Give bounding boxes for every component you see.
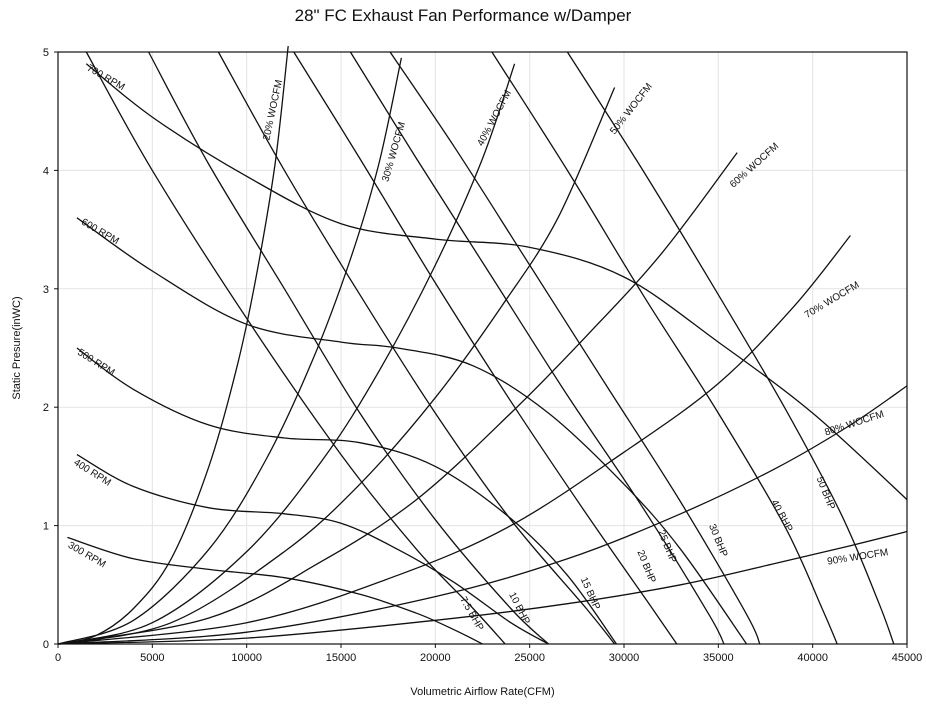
series-line-7-5-bhp xyxy=(85,51,506,645)
x-tick-label: 20000 xyxy=(420,652,451,664)
curve-label-60-wocfm: 60% WOCFM xyxy=(728,141,781,190)
curve-label-30-wocfm: 30% WOCFM xyxy=(380,121,408,183)
x-tick-label: 0 xyxy=(55,652,61,664)
series-line-20-wocfm xyxy=(57,46,289,645)
y-tick-label: 2 xyxy=(43,402,49,414)
x-axis-title: Volumetric Airflow Rate(CFM) xyxy=(410,686,554,698)
x-tick-label: 15000 xyxy=(326,652,357,664)
tick-layer: 0 5000 10000 15000 20000 25000 30000 35000 40000… xyxy=(43,47,922,664)
curve-label-50-wocfm: 50% WOCFM xyxy=(608,81,655,136)
series-line-400-rpm xyxy=(76,454,549,645)
curve-label-40-bhp: 40 BHP xyxy=(769,498,795,534)
series-line-40-bhp xyxy=(491,51,838,645)
y-tick-label: 4 xyxy=(43,165,49,177)
series-line-80-wocfm xyxy=(57,385,908,645)
series-line-50-wocfm xyxy=(57,87,616,645)
series-line-30-wocfm xyxy=(57,57,403,645)
y-tick-label: 3 xyxy=(43,284,49,296)
series-line-600-rpm xyxy=(76,217,748,645)
chart-title: 28" FC Exhaust Fan Performance w/Damper xyxy=(294,6,632,25)
curve-label-7-5-bhp: 7.5 BHP xyxy=(457,595,485,633)
y-axis-title: Static Presure(inWC) xyxy=(11,296,23,399)
curve-layer xyxy=(57,46,908,645)
plot-frame xyxy=(57,51,908,645)
series-line-25-bhp xyxy=(349,51,725,645)
x-tick-label: 25000 xyxy=(514,652,545,664)
series-line-60-wocfm xyxy=(57,152,738,645)
x-tick-label: 30000 xyxy=(609,652,640,664)
y-tick-label: 5 xyxy=(43,47,49,59)
series-line-40-wocfm xyxy=(57,63,516,645)
curve-label-50-bhp: 50 BHP xyxy=(814,475,837,511)
series-line-10-bhp xyxy=(148,51,549,645)
curve-label-600-rpm: 600 RPM xyxy=(79,217,121,247)
series-line-20-bhp xyxy=(293,51,678,645)
curve-label-20-bhp: 20 BHP xyxy=(634,549,657,585)
series-line-50-bhp xyxy=(566,51,895,645)
curve-label-500-rpm: 500 RPM xyxy=(75,347,116,378)
x-tick-label: 45000 xyxy=(892,652,923,664)
x-tick-label: 10000 xyxy=(231,652,262,664)
series-line-300-rpm xyxy=(67,536,483,645)
y-tick-label: 0 xyxy=(43,639,49,651)
series-line-30-bhp xyxy=(389,51,761,645)
series-line-15-bhp xyxy=(217,51,616,645)
x-tick-label: 40000 xyxy=(797,652,828,664)
curve-label-80-wocfm: 80% WOCFM xyxy=(823,409,885,439)
series-line-70-wocfm xyxy=(57,235,851,645)
curve-label-40-wocfm: 40% WOCFM xyxy=(475,89,514,149)
x-tick-label: 5000 xyxy=(140,652,164,664)
series-line-500-rpm xyxy=(76,347,618,645)
series-line-90-wocfm xyxy=(57,530,908,645)
x-tick-label: 35000 xyxy=(703,652,734,664)
series-line-700-rpm xyxy=(85,63,908,501)
curve-label-30-bhp: 30 BHP xyxy=(706,523,729,559)
curve-label-25-bhp: 25 BHP xyxy=(655,529,678,565)
y-tick-label: 1 xyxy=(43,521,49,533)
